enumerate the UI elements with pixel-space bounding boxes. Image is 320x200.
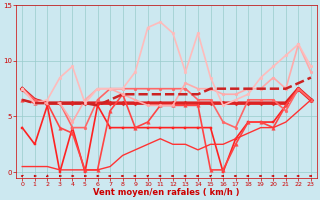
X-axis label: Vent moyen/en rafales ( km/h ): Vent moyen/en rafales ( km/h ) (93, 188, 240, 197)
